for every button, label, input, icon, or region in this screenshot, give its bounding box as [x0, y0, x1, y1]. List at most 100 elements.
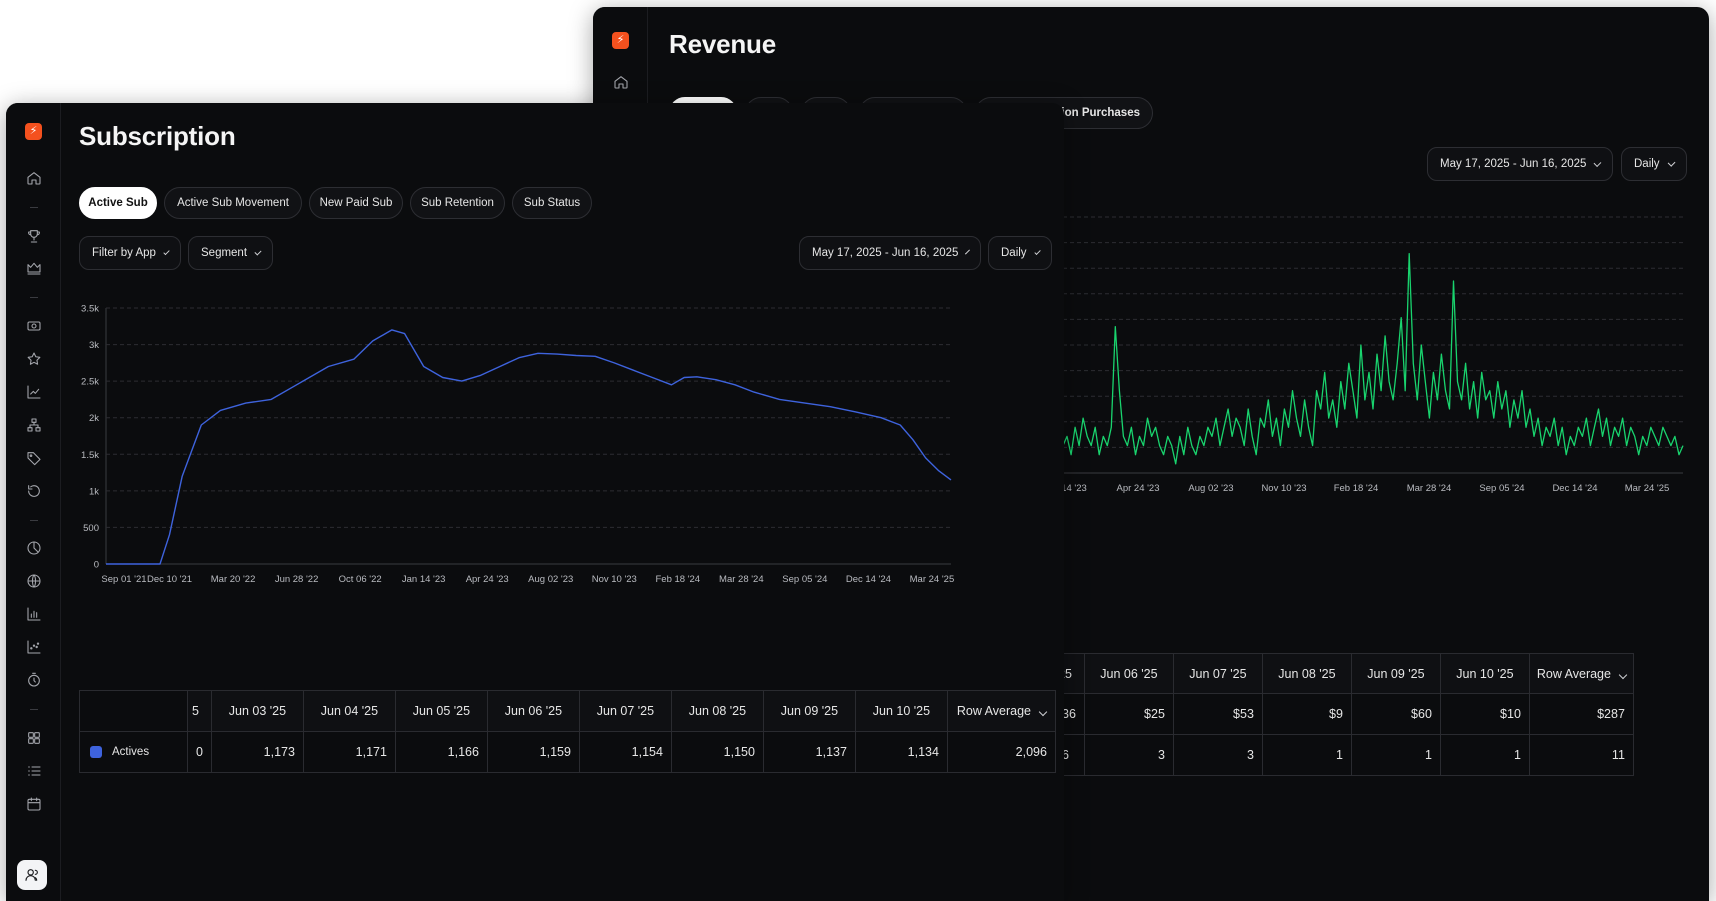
- user-icon: [25, 869, 38, 881]
- table-cell: 3: [1172, 734, 1263, 776]
- money-icon[interactable]: [25, 317, 43, 335]
- nav-divider: [30, 520, 38, 521]
- tab-active-sub[interactable]: Active Sub: [79, 187, 157, 219]
- table-row: 36 $25 $53 $9 $60 $10 $287: [1053, 693, 1634, 735]
- table-header-cell: Jun 05 '25: [394, 690, 488, 732]
- table-header-cell: Jun 10 '25: [1439, 653, 1530, 694]
- table-cell: 2,096: [946, 731, 1056, 773]
- star-icon[interactable]: [25, 350, 43, 368]
- chevron-down-icon: [1618, 670, 1628, 679]
- crown-icon[interactable]: [25, 259, 43, 277]
- row-average-header[interactable]: Row Average: [946, 690, 1056, 732]
- table-cell: 1: [1350, 734, 1441, 776]
- actives-table-header-row: 5 Jun 03 '25 Jun 04 '25 Jun 05 '25 Jun 06 '2…: [79, 690, 1056, 732]
- x-tick-label: Jan 14 '23: [402, 574, 446, 585]
- x-tick-label: Feb 18 '24: [1334, 483, 1379, 494]
- x-tick-label: Aug 02 '23: [1188, 483, 1233, 494]
- user-account-button[interactable]: [17, 860, 47, 890]
- revenue-table: 25 Jun 06 '25 Jun 07 '25 Jun 08 '25 Jun 09 '…: [1053, 653, 1634, 776]
- x-tick-label: Dec 14 '24: [1552, 483, 1597, 494]
- table-cell: $9: [1261, 693, 1352, 735]
- x-tick-label: Jun 28 '22: [275, 574, 319, 585]
- tab-new-paid-sub[interactable]: New Paid Sub: [309, 187, 403, 219]
- home-icon[interactable]: [25, 169, 43, 187]
- list-icon[interactable]: [25, 762, 43, 780]
- table-corner-cell: [79, 690, 188, 732]
- revenue-series-line: [1062, 252, 1684, 465]
- revenue-chart: Jan 14 '23 Apr 24 '23 Aug 02 '23 Nov 10 '23…: [593, 7, 1709, 572]
- table-cell: 1,150: [670, 731, 764, 773]
- globe-icon[interactable]: [25, 572, 43, 590]
- subscription-window: ⚡ Subscription Active Sub Active Sub Mov…: [6, 103, 1064, 901]
- date-range-dropdown[interactable]: May 17, 2025 - Jun 16, 2025: [799, 236, 981, 270]
- row-average-header[interactable]: Row Average: [1528, 653, 1634, 694]
- x-tick-label: Mar 24 '25: [1625, 483, 1670, 494]
- y-tick-label: 1.5k: [81, 450, 99, 461]
- table-cell: 0: [187, 731, 212, 773]
- revenue-app-logo-icon[interactable]: ⚡: [612, 32, 629, 49]
- stopwatch-icon[interactable]: [25, 671, 43, 689]
- pie-chart-icon[interactable]: [25, 539, 43, 557]
- grid-icon[interactable]: [25, 729, 43, 747]
- table-header-cell: Jun 08 '25: [1261, 653, 1352, 694]
- x-tick-label: Dec 14 '24: [846, 574, 891, 585]
- table-cell: 1,171: [302, 731, 396, 773]
- tab-sub-retention[interactable]: Sub Retention: [410, 187, 505, 219]
- x-tick-label: Sep 05 '24: [782, 574, 827, 585]
- active-subscriptions-chart-svg: 0 500 1k 1.5k 2k 2.5k 3k 3.5k Sep 01 '21 Dec 10 '…: [81, 304, 955, 586]
- table-cell: 1,173: [210, 731, 304, 773]
- table-cell: $10: [1439, 693, 1530, 735]
- table-cell: $53: [1172, 693, 1263, 735]
- table-header-cell: Jun 07 '25: [1172, 653, 1263, 694]
- table-cell: 1: [1439, 734, 1530, 776]
- x-tick-label: Mar 28 '24: [1407, 483, 1452, 494]
- y-tick-label: 0: [94, 560, 99, 571]
- tab-sub-status[interactable]: Sub Status: [512, 187, 592, 219]
- app-logo-icon[interactable]: ⚡: [25, 123, 42, 140]
- table-cell: 3: [1083, 734, 1174, 776]
- filter-by-app-dropdown[interactable]: Filter by App: [79, 236, 181, 270]
- table-cell: $287: [1528, 693, 1634, 735]
- table-cell: $25: [1083, 693, 1174, 735]
- table-cell: 1,137: [762, 731, 856, 773]
- hierarchy-icon[interactable]: [25, 416, 43, 434]
- segment-dropdown[interactable]: Segment: [188, 236, 273, 270]
- table-cell: 1: [1261, 734, 1352, 776]
- actives-table: 5 Jun 03 '25 Jun 04 '25 Jun 05 '25 Jun 06 '2…: [79, 690, 1056, 773]
- revenue-date-range-dropdown[interactable]: May 17, 2025 - Jun 16, 2025: [1427, 147, 1613, 181]
- active-subscriptions-chart: 0 500 1k 1.5k 2k 2.5k 3k 3.5k Sep 01 '21 Dec 10 '…: [6, 103, 1064, 668]
- table-header-cell: 5: [187, 690, 212, 732]
- refresh-icon[interactable]: [25, 482, 43, 500]
- tab-active-sub-movement[interactable]: Active Sub Movement: [164, 187, 302, 219]
- y-tick-label: 500: [83, 523, 99, 534]
- trend-chart-icon[interactable]: [25, 383, 43, 401]
- table-cell: 11: [1528, 734, 1634, 776]
- tag-icon[interactable]: [25, 449, 43, 467]
- home-icon[interactable]: [612, 73, 630, 91]
- table-header-cell: Jun 06 '25: [486, 690, 580, 732]
- row-label-text: Actives: [112, 746, 150, 759]
- x-tick-label: Mar 24 '25: [910, 574, 955, 585]
- revenue-interval-dropdown[interactable]: Daily: [1621, 147, 1687, 181]
- scatter-chart-icon[interactable]: [25, 638, 43, 656]
- table-header-cell: Jun 09 '25: [1350, 653, 1441, 694]
- row-label-actives: Actives: [79, 731, 188, 773]
- actives-legend-swatch: [90, 745, 102, 758]
- revenue-table-header-row: 25 Jun 06 '25 Jun 07 '25 Jun 08 '25 Jun 09 '…: [1053, 653, 1634, 694]
- y-tick-label: 3.5k: [81, 304, 99, 315]
- x-tick-label: Nov 10 '23: [592, 574, 637, 585]
- table-header-cell: Jun 03 '25: [210, 690, 304, 732]
- trophy-icon[interactable]: [25, 227, 43, 245]
- x-tick-label: Nov 10 '23: [1261, 483, 1306, 494]
- x-tick-label: Sep 05 '24: [1479, 483, 1524, 494]
- table-cell: 1,134: [854, 731, 948, 773]
- bar-chart-icon[interactable]: [25, 605, 43, 623]
- table-header-cell: Jun 06 '25: [1083, 653, 1174, 694]
- x-tick-label: Jan 14 '23: [1043, 483, 1087, 494]
- revenue-chart-svg: Jan 14 '23 Apr 24 '23 Aug 02 '23 Nov 10 '23…: [1043, 216, 1684, 494]
- subscription-page-title: Subscription: [79, 121, 236, 151]
- x-tick-label: Apr 24 '23: [1116, 483, 1159, 494]
- x-tick-label: Oct 06 '22: [339, 574, 382, 585]
- calendar-icon[interactable]: [25, 795, 43, 813]
- interval-dropdown[interactable]: Daily: [988, 236, 1052, 270]
